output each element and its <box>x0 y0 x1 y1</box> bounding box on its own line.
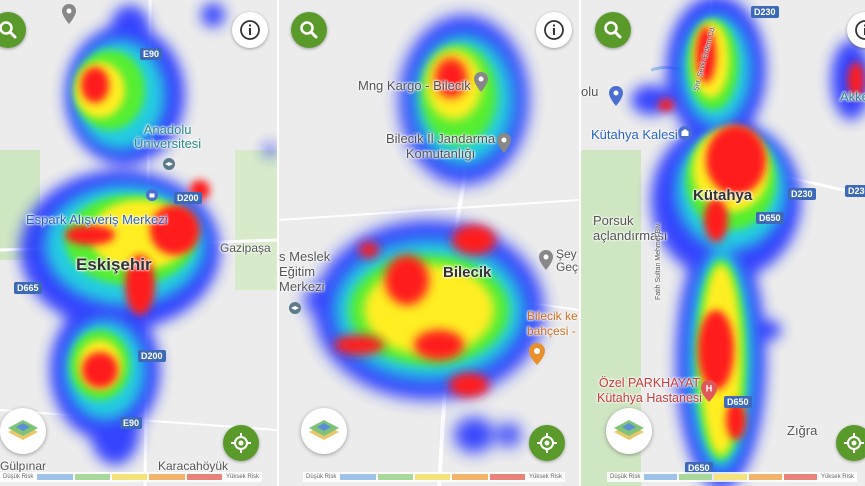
legend-swatch <box>340 474 376 480</box>
legend-swatch <box>489 474 525 480</box>
road-shield: D230 <box>788 188 816 200</box>
legend-low-label: Düşük Risk <box>610 474 641 480</box>
road-shield: D200 <box>138 350 166 362</box>
graduation-cap-icon <box>289 302 301 314</box>
legend-swatch <box>377 474 413 480</box>
info-button[interactable] <box>536 12 572 48</box>
road-shield: E90 <box>140 48 163 60</box>
porsuk-label: Porsuk açlandırması <box>593 213 668 243</box>
garden-label: Bilecik ke bahçesi - <box>527 309 578 338</box>
map-panel-bilecik[interactable]: Mng Kargo - Bilecik Bilecik İl Jandarma … <box>279 0 579 486</box>
info-icon <box>544 20 564 40</box>
map-panel-eskisehir[interactable]: E90 D200 D665 D200 E90 Anadolu Üniversit… <box>0 0 277 486</box>
university-label: Anadolu Üniversitesi <box>134 122 202 151</box>
layers-icon <box>614 420 644 440</box>
pin-icon <box>529 343 545 365</box>
layers-icon <box>8 420 38 440</box>
heatmap-bilecik <box>279 15 579 486</box>
search-icon <box>0 21 17 39</box>
road-shield: D665 <box>14 282 42 294</box>
pin-icon <box>497 133 511 153</box>
legend-swatch <box>679 474 713 480</box>
legend-high-label: Yüksek Risk <box>528 474 562 480</box>
road-shield: D230 <box>845 185 865 197</box>
legend-swatch <box>186 474 222 480</box>
layers-button[interactable] <box>301 408 347 454</box>
gazipasa-label: Gazipaşa <box>220 241 271 255</box>
panel-divider <box>579 0 581 486</box>
legend-high-label: Yüksek Risk <box>820 474 854 480</box>
city-label: Bilecik <box>443 264 492 281</box>
street-label: Fatih Sultan Mehmet Blv. <box>655 222 662 300</box>
risk-legend: Düşük Risk Yüksek Risk <box>303 472 565 482</box>
karacahoyuk-label: Karacahöyük <box>158 459 229 473</box>
castle-label: Kütahya Kalesi <box>591 127 678 142</box>
layers-icon <box>309 420 339 440</box>
legend-swatch <box>714 474 748 480</box>
locate-icon <box>537 433 557 453</box>
road-shield: D200 <box>174 192 202 204</box>
city-label: Kütahya <box>693 187 753 204</box>
road-shield: D650 <box>756 212 784 224</box>
search-button[interactable] <box>595 12 631 48</box>
pin-icon <box>609 86 623 106</box>
legend-swatch <box>74 474 110 480</box>
info-button[interactable] <box>232 12 268 48</box>
legend-swatch <box>784 474 817 480</box>
legend-low-label: Düşük Risk <box>3 474 34 480</box>
map-panel-kutahya[interactable]: D230 D230 D650 D650 D650 D230 olu Kütahy… <box>581 0 865 486</box>
search-button[interactable] <box>291 12 327 48</box>
legend-high-label: Yüksek Risk <box>225 474 259 480</box>
legend-swatch <box>37 474 73 480</box>
shopping-bag-icon <box>146 189 158 201</box>
graduation-cap-icon <box>163 158 175 170</box>
gulpinar-label: Gülpınar <box>0 459 47 473</box>
locate-icon <box>844 433 864 453</box>
road-shield: D650 <box>724 396 752 408</box>
risk-legend: Düşük Risk Yüksek Risk <box>0 472 262 482</box>
museum-icon <box>678 126 692 140</box>
panel-divider <box>277 0 279 486</box>
legend-swatch <box>112 474 148 480</box>
layers-button[interactable] <box>606 408 652 454</box>
legend-swatch <box>149 474 185 480</box>
info-icon <box>855 20 865 40</box>
hospital-icon: H <box>701 380 717 402</box>
search-icon <box>604 21 622 39</box>
legend-swatch <box>415 474 451 480</box>
search-icon <box>300 21 318 39</box>
pin-icon <box>62 4 76 24</box>
pin-icon <box>539 250 553 270</box>
school-label: s Meslek Eğitim Merkezi <box>279 249 331 294</box>
pin-icon <box>474 72 488 92</box>
zigra-label: Zığra <box>787 423 818 438</box>
search-button[interactable] <box>0 12 26 48</box>
info-icon <box>240 20 260 40</box>
hospital-label: Özel PARKHAYAT Kütahya Hastanesi <box>597 376 702 405</box>
risk-legend: Düşük Risk Yüksek Risk <box>607 472 857 482</box>
legend-swatch <box>644 474 678 480</box>
locate-button[interactable] <box>223 425 259 461</box>
layers-button[interactable] <box>0 408 46 454</box>
gendarmerie-label: Bilecik İl Jandarma Komutanlığı <box>386 131 496 161</box>
locate-button[interactable] <box>836 425 865 461</box>
heatmap-eskisehir <box>0 0 277 486</box>
svg-text:H: H <box>706 384 713 394</box>
legend-low-label: Düşük Risk <box>306 474 337 480</box>
road-shield: D230 <box>751 6 779 18</box>
road-shield: E90 <box>120 417 143 429</box>
city-label: Eskişehir <box>76 255 152 274</box>
legend-swatch <box>452 474 488 480</box>
olu-label: olu <box>581 84 599 99</box>
cargo-label: Mng Kargo - Bilecik <box>358 78 471 93</box>
mall-label: Espark Alışveriş Merkezi <box>26 212 168 227</box>
locate-button[interactable] <box>529 425 565 461</box>
seyh-label: Şey Geçi <box>556 247 579 274</box>
road-shield: D650 <box>685 462 713 474</box>
akke-label: Akke <box>840 89 865 104</box>
locate-icon <box>231 433 251 453</box>
legend-swatch <box>749 474 783 480</box>
